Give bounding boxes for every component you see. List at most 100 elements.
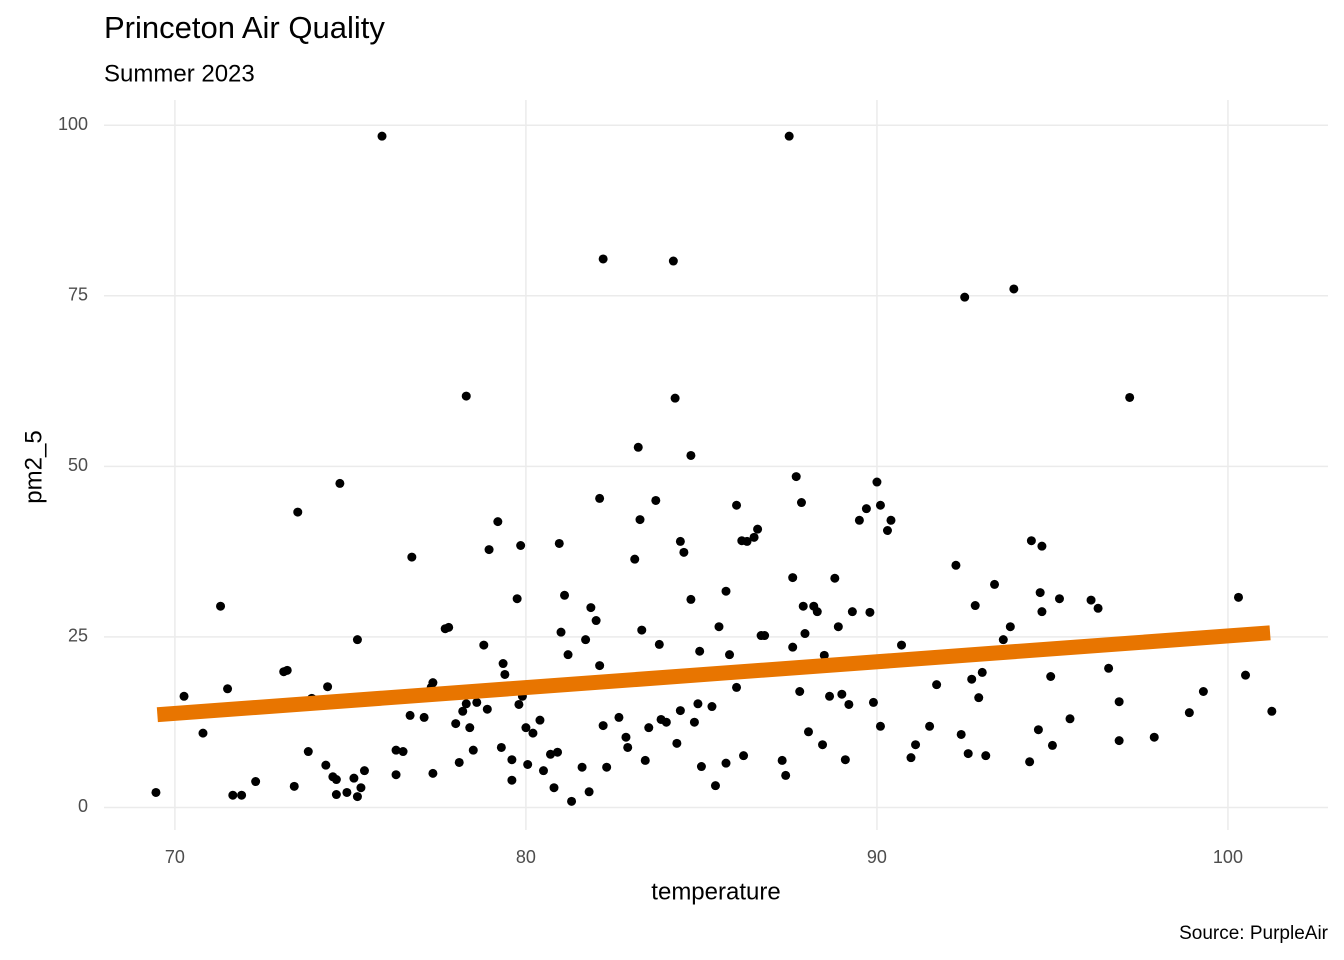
point <box>512 594 522 604</box>
y-tick-label: 50 <box>68 455 88 475</box>
point <box>1025 757 1035 767</box>
point <box>633 442 643 452</box>
point <box>461 391 471 401</box>
point <box>932 680 942 690</box>
point <box>872 477 882 487</box>
point <box>781 770 791 780</box>
point <box>630 554 640 564</box>
point <box>342 787 352 797</box>
point <box>586 603 596 613</box>
point <box>1047 740 1057 750</box>
point <box>598 721 608 731</box>
point <box>549 783 559 793</box>
point <box>812 607 822 617</box>
point <box>391 770 401 780</box>
point <box>1037 607 1047 617</box>
point <box>602 762 612 772</box>
point <box>1033 725 1043 735</box>
point <box>998 635 1008 645</box>
point <box>784 131 794 141</box>
point <box>1005 622 1015 632</box>
point <box>323 682 333 692</box>
point <box>788 642 798 652</box>
point <box>925 721 935 731</box>
point <box>359 766 369 776</box>
x-tick-label: 70 <box>165 847 185 867</box>
point <box>635 515 645 525</box>
point <box>349 773 359 783</box>
point <box>1104 663 1114 673</box>
point <box>1009 284 1019 294</box>
point <box>237 790 247 800</box>
point <box>468 745 478 755</box>
point <box>554 538 564 548</box>
point <box>753 524 763 534</box>
point <box>282 665 292 675</box>
point <box>1267 706 1277 716</box>
point <box>1065 714 1075 724</box>
point <box>854 515 864 525</box>
point <box>335 478 345 488</box>
point <box>289 781 299 791</box>
point <box>897 640 907 650</box>
point <box>830 573 840 583</box>
point <box>472 697 482 707</box>
point <box>1037 541 1047 551</box>
point <box>796 498 806 508</box>
point <box>398 747 408 757</box>
point <box>507 755 517 765</box>
point <box>352 792 362 802</box>
point <box>970 601 980 611</box>
point <box>686 594 696 604</box>
point <box>303 747 313 757</box>
point <box>479 640 489 650</box>
point <box>651 495 661 505</box>
point <box>500 669 510 679</box>
y-tick-label: 100 <box>58 114 88 134</box>
point <box>1026 536 1036 546</box>
y-tick-label: 25 <box>68 626 88 646</box>
point <box>484 545 494 555</box>
point <box>837 689 847 699</box>
point <box>454 757 464 767</box>
point <box>482 704 492 714</box>
point <box>644 723 654 733</box>
point <box>1233 592 1243 602</box>
point <box>882 525 892 535</box>
point <box>798 601 808 611</box>
point <box>661 717 671 727</box>
point <box>567 796 577 806</box>
point <box>693 699 703 709</box>
point <box>1086 595 1096 605</box>
point <box>461 699 471 709</box>
point <box>886 515 896 525</box>
point <box>331 775 341 785</box>
point <box>1093 603 1103 613</box>
point <box>496 742 506 752</box>
point <box>974 693 984 703</box>
point <box>679 547 689 557</box>
point <box>990 579 1000 589</box>
point <box>749 532 759 542</box>
point <box>981 751 991 761</box>
caption: Source: PurpleAir <box>1179 923 1329 944</box>
point <box>686 450 696 460</box>
point <box>654 639 664 649</box>
point <box>833 622 843 632</box>
point <box>458 706 468 716</box>
point <box>1149 732 1159 742</box>
point <box>732 500 742 510</box>
point <box>514 699 524 709</box>
point <box>732 682 742 692</box>
point <box>818 740 828 750</box>
point <box>847 607 857 617</box>
point <box>223 684 233 694</box>
point <box>861 504 871 514</box>
point <box>637 625 647 635</box>
point <box>911 740 921 750</box>
point <box>689 717 699 727</box>
point <box>721 758 731 768</box>
point <box>595 493 605 503</box>
point <box>1241 670 1251 680</box>
